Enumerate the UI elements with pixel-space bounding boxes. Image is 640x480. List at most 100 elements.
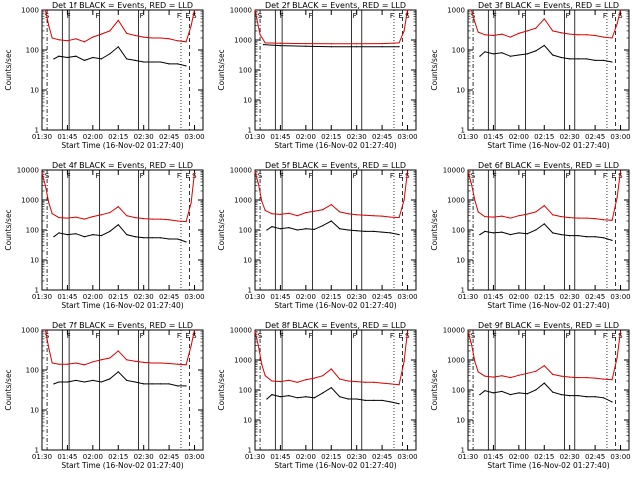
x-tick-label: 03:00: [610, 453, 630, 461]
data-point-events: [347, 229, 349, 231]
data-point-events: [339, 396, 341, 398]
data-point-events: [602, 237, 605, 239]
data-point-events: [296, 229, 298, 231]
data-point-lld: [257, 183, 259, 185]
data-point-events: [109, 230, 111, 232]
data-point-lld: [560, 215, 562, 218]
data-point-lld: [330, 43, 332, 45]
data-point-lld: [44, 9, 46, 11]
data-point-events: [266, 229, 268, 231]
chart-panel-6: Det 6f BLACK = Events, RED = LLD 1 10 100 10…: [430, 161, 631, 310]
data-point-lld: [143, 36, 145, 38]
data-point-lld: [160, 218, 162, 220]
event-marker: F: [522, 172, 526, 180]
data-point-lld: [373, 381, 375, 383]
data-point-lld: [569, 376, 571, 378]
event-marker: S: [258, 12, 263, 20]
data-point-lld: [254, 330, 256, 332]
data-point-lld: [492, 34, 495, 37]
data-point-lld: [117, 206, 119, 208]
data-point-events: [381, 399, 383, 402]
data-point-lld: [322, 375, 324, 377]
event-marker: F: [390, 332, 394, 340]
data-point-lld: [594, 34, 596, 37]
x-tick-label: 01:30: [245, 133, 265, 141]
series-line-events: [53, 46, 187, 67]
y-tick-label: 1000: [447, 7, 465, 15]
y-tick-label: 100: [452, 227, 465, 235]
data-point-events: [389, 401, 392, 403]
data-point-lld: [51, 213, 53, 215]
data-point-lld: [518, 215, 520, 217]
series-line-lld: [467, 171, 621, 221]
data-point-lld: [83, 364, 85, 366]
x-tick-label: 01:30: [245, 293, 265, 301]
data-point-lld: [474, 199, 476, 201]
y-tick-label: 10000: [17, 167, 39, 175]
x-axis-label: Start Time (16-Nov-02 01:27:40): [487, 461, 609, 470]
data-point-lld: [552, 30, 554, 32]
data-point-lld: [535, 27, 537, 29]
data-point-lld: [193, 172, 196, 174]
data-point-events: [151, 237, 153, 239]
event-marker: F: [140, 332, 144, 340]
data-point-lld: [271, 380, 273, 382]
data-point-lld: [364, 381, 366, 383]
data-point-events: [100, 58, 102, 60]
x-tick-label: 01:30: [458, 133, 478, 141]
y-tick-label: 10: [30, 87, 39, 95]
data-point-lld: [58, 363, 60, 365]
y-tick-label: 10000: [230, 7, 252, 15]
x-tick-label: 02:30: [560, 293, 580, 301]
data-point-lld: [58, 216, 60, 219]
data-point-events: [53, 383, 55, 385]
data-point-lld: [75, 216, 77, 218]
data-point-events: [526, 233, 528, 235]
x-tick-label: 02:30: [560, 453, 580, 461]
x-tick-label: 02:30: [134, 453, 154, 461]
data-point-lld: [381, 382, 383, 384]
data-point-lld: [305, 379, 307, 381]
event-marker: S: [405, 172, 410, 180]
data-point-lld: [259, 34, 261, 36]
event-marker: F: [177, 332, 181, 340]
data-point-lld: [44, 185, 46, 187]
y-tick-label: 1: [248, 287, 252, 295]
y-tick-label: 1000: [447, 357, 465, 365]
event-marker: F: [493, 172, 497, 180]
y-tick-label: 100: [452, 47, 465, 55]
x-tick-label: 02:45: [159, 133, 179, 141]
y-tick-label: 10: [456, 257, 465, 265]
data-point-lld: [619, 170, 622, 172]
data-point-lld: [176, 40, 179, 42]
data-point-lld: [477, 371, 479, 373]
event-marker: E: [398, 332, 402, 340]
data-point-lld: [552, 214, 554, 216]
x-tick-label: 02:30: [347, 293, 367, 301]
data-point-events: [364, 230, 366, 232]
data-point-events: [381, 231, 383, 233]
y-tick-label: 10: [30, 257, 39, 265]
data-point-events: [58, 55, 60, 57]
y-axis-label: Counts/sec: [430, 369, 439, 410]
data-point-lld: [296, 215, 298, 217]
data-point-lld: [305, 42, 307, 45]
data-point-lld: [254, 9, 256, 11]
series-line-lld: [41, 172, 195, 223]
data-point-lld: [176, 363, 179, 365]
data-point-lld: [611, 379, 613, 381]
data-point-events: [373, 230, 375, 232]
data-point-events: [330, 220, 332, 222]
data-point-lld: [305, 212, 307, 214]
data-point-events: [330, 387, 332, 389]
event-marker: S: [192, 332, 197, 340]
data-point-events: [66, 56, 69, 59]
data-point-events: [526, 53, 528, 55]
data-point-lld: [602, 378, 605, 380]
event-marker: F: [566, 332, 570, 340]
y-tick-label: 1: [248, 447, 252, 455]
data-point-lld: [577, 217, 579, 219]
series-line-lld: [254, 171, 408, 219]
y-tick-label: 1: [461, 447, 465, 455]
